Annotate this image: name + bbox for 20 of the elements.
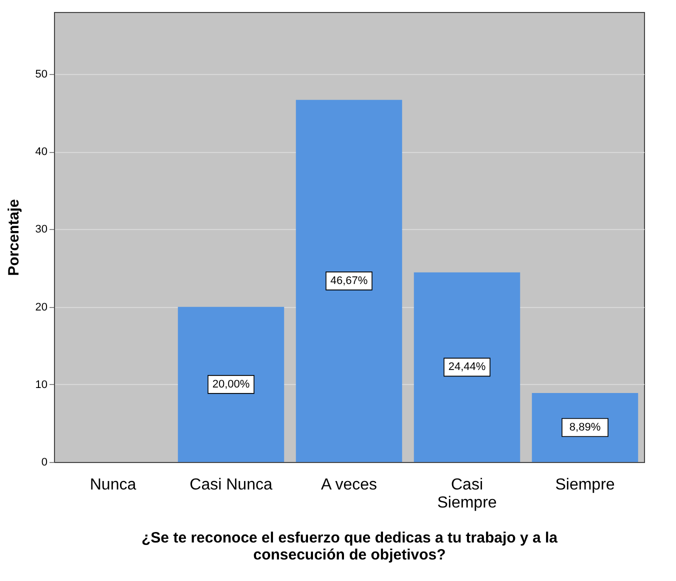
x-tick-label: Casi Nunca [190,476,272,494]
data-label: 46,67% [330,274,368,287]
x-axis-title: ¿Se te reconoce el esfuerzo que dedicas a tu trabajo y a la consecución de objetivos? [142,530,558,564]
y-tick-label: 30 [35,224,48,236]
x-tick-label: Siempre [555,476,615,494]
y-tick-label: 10 [35,378,48,391]
data-label: 24,44% [448,361,486,374]
bar [178,306,284,462]
y-tick-label: 40 [35,146,48,158]
data-label: 8,89% [569,422,601,434]
y-axis-title: Porcentaje [5,199,22,276]
x-tick-label: A veces [320,476,378,494]
bar [296,100,402,462]
y-tick-label: 0 [41,456,48,468]
y-tick-label: 50 [35,68,48,81]
data-label: 20,00% [212,378,250,390]
bar [414,272,520,462]
x-tick-label: Casi Siempre [437,476,497,512]
y-tick-label: 20 [35,301,48,314]
x-tick-label: Nunca [90,476,136,494]
